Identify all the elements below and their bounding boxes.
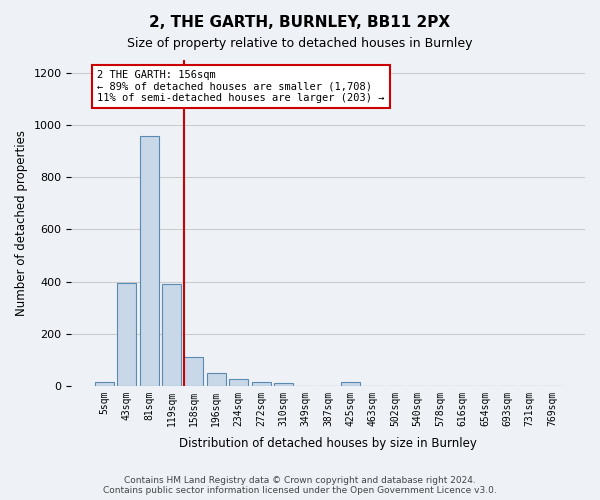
- Bar: [162, 284, 181, 386]
- Text: 2 THE GARTH: 156sqm
← 89% of detached houses are smaller (1,708)
11% of semi-det: 2 THE GARTH: 156sqm ← 89% of detached ho…: [97, 70, 385, 103]
- Bar: [95, 382, 114, 386]
- Text: Size of property relative to detached houses in Burnley: Size of property relative to detached ho…: [127, 38, 473, 51]
- Bar: [140, 136, 158, 386]
- Bar: [207, 372, 226, 386]
- Bar: [251, 382, 271, 386]
- Text: 2, THE GARTH, BURNLEY, BB11 2PX: 2, THE GARTH, BURNLEY, BB11 2PX: [149, 15, 451, 30]
- Bar: [341, 382, 360, 386]
- Bar: [184, 357, 203, 386]
- Bar: [117, 283, 136, 386]
- Y-axis label: Number of detached properties: Number of detached properties: [15, 130, 28, 316]
- Bar: [274, 383, 293, 386]
- X-axis label: Distribution of detached houses by size in Burnley: Distribution of detached houses by size …: [179, 437, 477, 450]
- Bar: [229, 380, 248, 386]
- Text: Contains HM Land Registry data © Crown copyright and database right 2024.
Contai: Contains HM Land Registry data © Crown c…: [103, 476, 497, 495]
